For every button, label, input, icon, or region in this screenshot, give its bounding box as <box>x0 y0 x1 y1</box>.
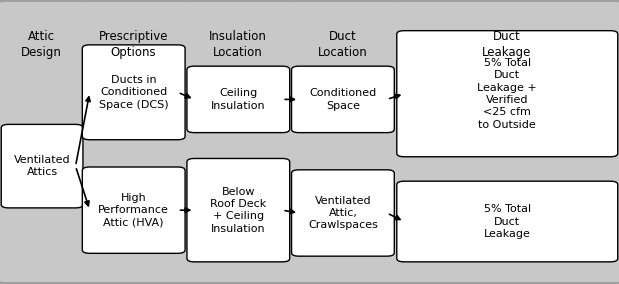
FancyBboxPatch shape <box>0 2 89 282</box>
FancyBboxPatch shape <box>1 124 83 208</box>
FancyBboxPatch shape <box>187 66 290 133</box>
Text: 5% Total
Duct
Leakage: 5% Total Duct Leakage <box>483 204 531 239</box>
Text: Insulation
Location: Insulation Location <box>209 30 267 59</box>
FancyBboxPatch shape <box>292 170 394 256</box>
Text: Conditioned
Space: Conditioned Space <box>310 88 376 110</box>
Text: Ventilated
Attic,
Crawlspaces: Ventilated Attic, Crawlspaces <box>308 196 378 230</box>
Text: Prescriptive
Options: Prescriptive Options <box>98 30 168 59</box>
FancyBboxPatch shape <box>82 45 185 140</box>
Text: Below
Roof Deck
+ Ceiling
Insulation: Below Roof Deck + Ceiling Insulation <box>210 187 266 234</box>
FancyBboxPatch shape <box>82 167 185 253</box>
FancyBboxPatch shape <box>388 2 619 282</box>
Text: Duct
Leakage: Duct Leakage <box>482 30 532 59</box>
Text: Duct
Location: Duct Location <box>318 30 368 59</box>
Text: Ventilated
Attics: Ventilated Attics <box>14 155 71 177</box>
FancyBboxPatch shape <box>74 2 193 282</box>
Text: High
Performance
Attic (HVA): High Performance Attic (HVA) <box>98 193 169 227</box>
FancyBboxPatch shape <box>292 66 394 133</box>
FancyBboxPatch shape <box>397 31 618 157</box>
FancyBboxPatch shape <box>284 2 402 282</box>
FancyBboxPatch shape <box>179 2 297 282</box>
Text: Attic
Design: Attic Design <box>21 30 63 59</box>
Text: Ducts in
Conditioned
Space (DCS): Ducts in Conditioned Space (DCS) <box>99 75 168 110</box>
Text: Ceiling
Insulation: Ceiling Insulation <box>211 88 266 110</box>
Text: 5% Total
Duct
Leakage +
Verified
<25 cfm
to Outside: 5% Total Duct Leakage + Verified <25 cfm… <box>477 58 537 130</box>
FancyBboxPatch shape <box>187 158 290 262</box>
FancyBboxPatch shape <box>397 181 618 262</box>
